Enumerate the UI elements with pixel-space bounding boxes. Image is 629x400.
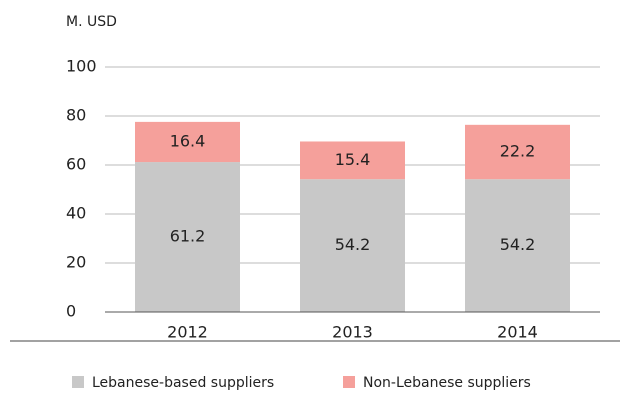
legend-swatch	[72, 376, 84, 388]
data-label: 22.2	[500, 142, 536, 161]
bar-segment	[135, 121, 240, 163]
y-tick-label: 20	[66, 253, 86, 272]
bar-segment	[465, 179, 570, 312]
bar-segment	[300, 141, 405, 180]
data-label: 54.2	[500, 235, 536, 254]
legend-swatch	[343, 376, 355, 388]
y-tick-label: 80	[66, 106, 86, 125]
y-tick-label: 60	[66, 155, 86, 174]
bar-segment	[300, 179, 405, 312]
y-tick-label: 40	[66, 204, 86, 223]
x-tick-label: 2012	[167, 323, 208, 342]
bar-segment	[465, 124, 570, 180]
bar-segment	[135, 162, 240, 312]
legend-label: Non-Lebanese suppliers	[363, 375, 531, 391]
data-label: 61.2	[170, 227, 206, 246]
y-tick-label: 100	[66, 57, 97, 76]
y-tick-label: 0	[66, 302, 76, 321]
y-axis-label: M. USD	[66, 14, 117, 30]
x-tick-label: 2013	[332, 323, 373, 342]
legend-label: Lebanese-based suppliers	[92, 375, 274, 391]
data-label: 15.4	[335, 150, 371, 169]
data-label: 16.4	[170, 131, 206, 150]
x-tick-label: 2014	[497, 323, 538, 342]
data-label: 54.2	[335, 235, 371, 254]
